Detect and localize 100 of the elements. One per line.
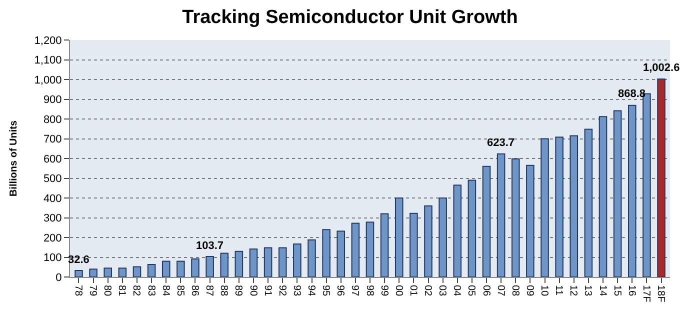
bar [410,212,418,277]
bar [351,222,360,277]
x-tick-label: 91 [262,285,273,297]
x-tick-label: 81 [116,285,128,297]
x-tick-label: 04 [451,285,462,297]
y-axis-title: Billions of Units [8,120,20,197]
bar [511,158,520,277]
bar [206,256,214,277]
x-tick-label: 88 [218,285,230,297]
bar [336,230,346,277]
bar [424,205,432,277]
x-tick-label: 93 [290,285,302,297]
x-tick-label: 94 [306,285,316,297]
bar [438,198,447,277]
x-tick-label: 99 [378,285,390,297]
x-tick-label: 85 [174,285,186,297]
y-tick-label: 0 [56,272,62,284]
bar [191,258,200,277]
bar [162,260,170,277]
y-tick-label: 1,200 [34,34,62,47]
x-tick-label: 01 [407,285,418,297]
y-tick-label: 400 [43,192,62,205]
x-tick-label: 17F [640,285,652,302]
x-tick-label: 84 [160,285,171,297]
bar [598,116,608,277]
y-tick-label: 1,000 [34,74,62,86]
y-tick-label: 800 [43,114,62,126]
x-tick-label: 18F [655,285,666,302]
bar [526,164,534,277]
bar [118,268,127,277]
bar [496,153,506,277]
bar [89,268,98,277]
bar [74,270,83,277]
bar [394,198,404,277]
bar [584,128,593,277]
bar [220,252,229,277]
x-tick-label: 96 [334,285,346,297]
bar [453,184,462,277]
bar [482,166,491,277]
x-tick-label: 16 [626,285,637,297]
bar [380,213,389,277]
x-tick-label: 90 [247,285,258,297]
x-tick-label: 07 [494,285,506,297]
y-tick-label: 600 [43,153,62,166]
bar [293,244,302,277]
x-tick-label: 97 [349,285,360,297]
x-tick-label: 83 [145,285,156,297]
x-tick-label: 80 [102,285,113,297]
bar [555,136,564,277]
data-label: 868.8 [618,88,646,100]
x-tick-label: 92 [276,285,288,297]
x-tick-label: 14 [596,285,608,297]
bar [570,135,578,277]
bar [278,247,287,277]
bar [628,104,636,277]
x-tick-label: 00 [392,285,404,297]
x-tick-label: 98 [364,285,375,297]
x-tick-label: 78 [72,285,84,297]
chart-title: Tracking Semiconductor Unit Growth [182,6,518,28]
data-label: 103.7 [196,240,224,252]
bar [540,138,549,277]
bar [132,266,142,277]
y-tick-label: 100 [43,252,62,264]
x-tick-label: 79 [87,285,98,297]
data-label: 32.6 [68,254,90,266]
x-tick-label: 82 [130,285,142,297]
y-tick-label: 1,100 [34,54,62,67]
x-tick-label: 09 [524,285,535,297]
bar [249,248,258,277]
bar [468,180,476,277]
x-tick-label: 86 [188,285,200,297]
bar [366,222,374,277]
x-tick-label: 13 [582,285,594,297]
x-tick-label: 95 [320,285,332,297]
bar [234,250,244,277]
y-tick-label: 700 [43,134,62,146]
bar [104,268,112,277]
data-label: 1,002.6 [643,62,680,74]
x-tick-label: 02 [422,285,433,297]
x-tick-label: 10 [538,285,550,297]
data-label: 623.7 [487,137,515,149]
y-tick-label: 300 [43,212,62,225]
bar [176,260,185,277]
bar [657,78,666,277]
bar [613,110,622,277]
x-tick-label: 87 [204,285,215,297]
x-tick-label: 12 [568,285,579,297]
y-tick-label: 200 [43,232,62,244]
x-tick-label: 11 [553,285,564,296]
x-tick-label: 08 [509,285,520,297]
x-tick-label: 03 [436,285,448,297]
y-tick-label: 900 [43,94,62,106]
bar [322,229,330,277]
bar [264,247,272,277]
x-tick-label: 15 [611,285,622,297]
bar [308,239,316,277]
x-tick-label: 06 [480,285,492,297]
x-tick-label: 05 [466,285,477,297]
x-tick-label: 89 [232,285,244,297]
y-tick-label: 500 [43,173,62,186]
